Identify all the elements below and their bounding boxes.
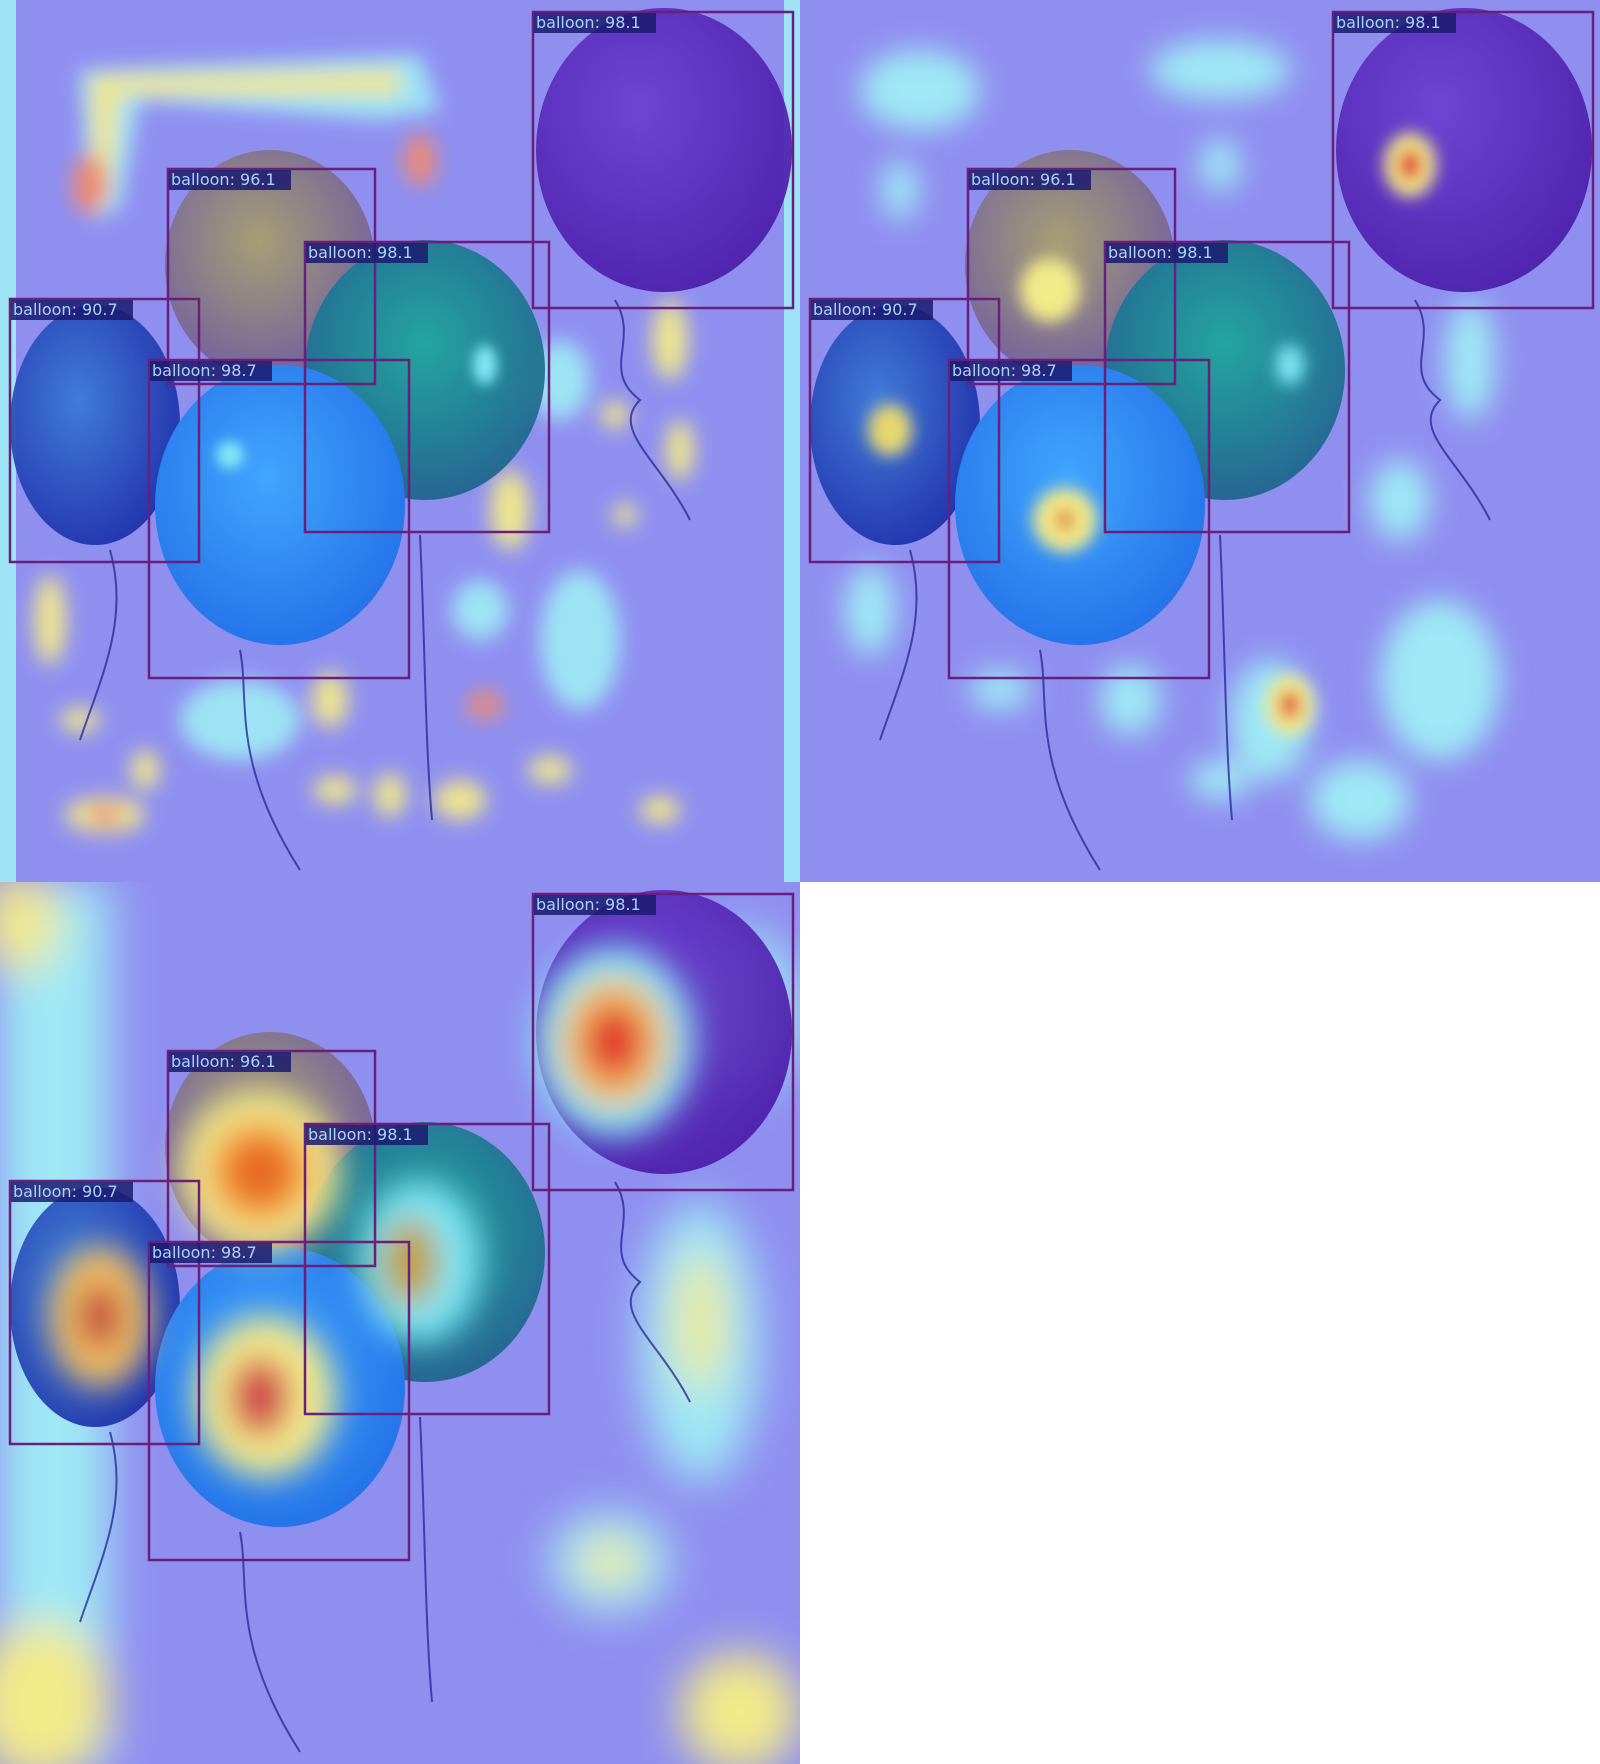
- heatmap-image-3: balloon: 98.1 balloon: 96.1 balloon: 98.…: [0, 882, 800, 1764]
- detection-label: balloon: 98.1: [1336, 13, 1441, 32]
- detection-label: balloon: 98.7: [152, 1243, 257, 1262]
- heatmap-image-1: balloon: 98.1 balloon: 96.1 balloon: 98.…: [0, 0, 800, 882]
- detection-label: balloon: 96.1: [971, 170, 1076, 189]
- empty-quadrant: [800, 882, 1600, 1764]
- heatmap-panel-2: balloon: 98.1 balloon: 96.1 balloon: 98.…: [800, 0, 1600, 882]
- heatmap-panel-3: balloon: 98.1 balloon: 96.1 balloon: 98.…: [0, 882, 800, 1764]
- detection-label: balloon: 98.7: [152, 361, 257, 380]
- detection-label: balloon: 98.1: [308, 1125, 413, 1144]
- detection-label: balloon: 96.1: [171, 170, 276, 189]
- detection-label: balloon: 96.1: [171, 1052, 276, 1071]
- detection-label: balloon: 98.1: [308, 243, 413, 262]
- detection-label: balloon: 98.1: [536, 895, 641, 914]
- detection-label: balloon: 98.7: [952, 361, 1057, 380]
- heatmap-panel-1: balloon: 98.1 balloon: 96.1 balloon: 98.…: [0, 0, 800, 882]
- heatmap-image-2: balloon: 98.1 balloon: 96.1 balloon: 98.…: [800, 0, 1600, 882]
- detection-label: balloon: 90.7: [813, 300, 918, 319]
- detection-label: balloon: 98.1: [536, 13, 641, 32]
- detection-label: balloon: 90.7: [13, 300, 118, 319]
- detection-label: balloon: 98.1: [1108, 243, 1213, 262]
- detection-label: balloon: 90.7: [13, 1182, 118, 1201]
